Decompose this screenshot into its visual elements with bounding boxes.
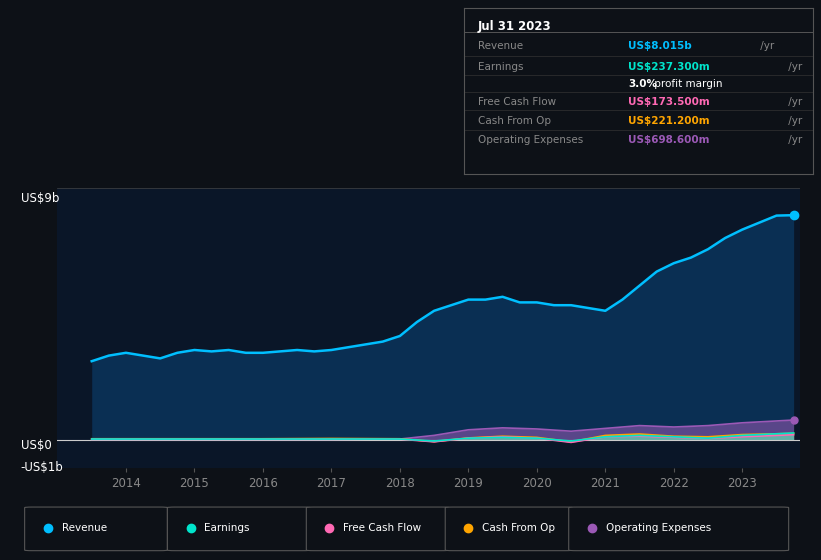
Text: US$221.200m: US$221.200m [628, 116, 709, 126]
FancyBboxPatch shape [25, 507, 167, 550]
FancyBboxPatch shape [167, 507, 310, 550]
Text: Cash From Op: Cash From Op [478, 116, 551, 126]
Text: -US$1b: -US$1b [21, 461, 63, 474]
Text: Operating Expenses: Operating Expenses [606, 523, 711, 533]
Text: Operating Expenses: Operating Expenses [478, 135, 583, 144]
Text: /yr: /yr [785, 97, 802, 107]
Text: profit margin: profit margin [650, 78, 722, 88]
Text: US$173.500m: US$173.500m [628, 97, 709, 107]
FancyBboxPatch shape [569, 507, 789, 550]
Text: Free Cash Flow: Free Cash Flow [343, 523, 421, 533]
Text: US$237.300m: US$237.300m [628, 62, 709, 72]
Text: Jul 31 2023: Jul 31 2023 [478, 20, 552, 33]
Text: US$0: US$0 [21, 438, 51, 452]
Text: Earnings: Earnings [478, 62, 523, 72]
Text: 3.0%: 3.0% [628, 78, 657, 88]
Text: US$8.015b: US$8.015b [628, 41, 691, 52]
Text: Free Cash Flow: Free Cash Flow [478, 97, 556, 107]
Text: US$698.600m: US$698.600m [628, 135, 709, 144]
Text: US$9b: US$9b [21, 192, 59, 206]
Text: /yr: /yr [785, 62, 802, 72]
FancyBboxPatch shape [306, 507, 449, 550]
Text: Revenue: Revenue [62, 523, 107, 533]
FancyBboxPatch shape [445, 507, 572, 550]
Text: /yr: /yr [785, 116, 802, 126]
Text: Earnings: Earnings [204, 523, 250, 533]
Text: /yr: /yr [757, 41, 774, 52]
Text: /yr: /yr [785, 135, 802, 144]
Text: Cash From Op: Cash From Op [482, 523, 555, 533]
Text: Revenue: Revenue [478, 41, 523, 52]
